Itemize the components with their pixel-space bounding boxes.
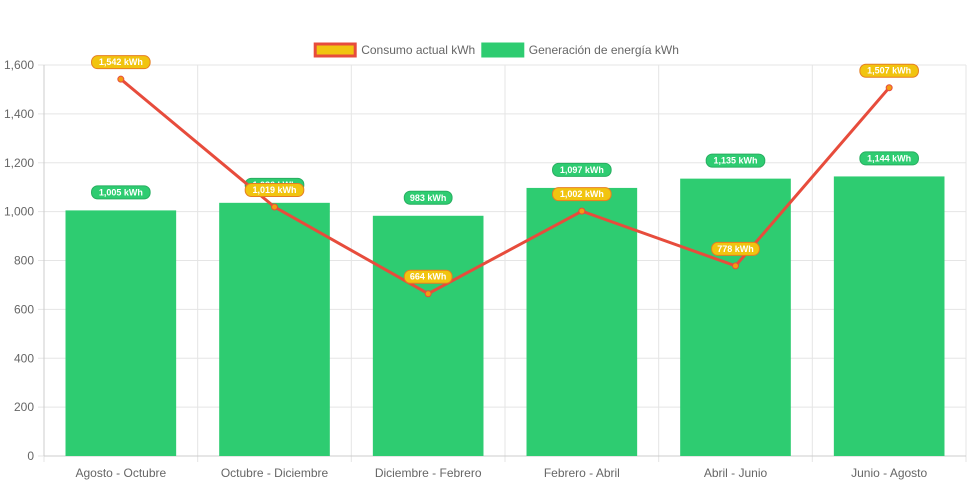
data-label-text: 983 kWh [410,193,447,203]
line-point[interactable] [117,75,125,83]
line-data-label: 1,507 kWh [859,63,919,78]
data-label-bg [552,162,612,177]
y-tick-label: 1,600 [4,58,34,72]
y-tick-label: 0 [27,449,34,463]
data-label-text: 1,507 kWh [867,66,911,76]
x-tick-label: Abril - Junio [704,466,768,480]
data-label-bg [403,269,453,284]
data-label-text: 664 kWh [410,272,447,282]
x-tick-label: Febrero - Abril [544,466,620,480]
data-label-text: 1,144 kWh [867,153,911,163]
y-tick-label: 400 [14,351,34,365]
x-tick-label: Agosto - Octubre [75,466,166,480]
data-label-text: 1,542 kWh [99,57,143,67]
data-label-bg [859,151,919,166]
legend-swatch [313,42,357,58]
bar-data-label: 1,144 kWh [859,151,919,166]
bar[interactable] [219,202,330,456]
line-point[interactable] [732,262,739,270]
bar[interactable] [833,176,945,456]
data-label-bg [705,153,766,168]
x-tick-label: Diciembre - Febrero [375,466,482,480]
data-label-text: 1,005 kWh [99,187,143,197]
bar-data-label: 983 kWh [403,190,453,205]
line-point[interactable] [578,207,586,215]
y-tick-label: 200 [14,400,34,414]
axes: 0 200 400 600 800 1,000 1,200 1,400 1,600 Agosto … [4,58,966,480]
bar-data-label: 1,097 kWh [552,162,612,177]
line-point[interactable] [424,290,432,298]
bar[interactable] [65,210,177,456]
line-point[interactable] [271,203,278,211]
bar[interactable] [372,215,484,456]
legend-label: Generación de energía kWh [529,43,679,57]
x-tick-label: Octubre - Diciembre [221,466,329,480]
legend-item[interactable]: Generación de energía kWh [481,42,679,58]
data-label-text: 1,002 kWh [560,189,604,199]
y-tick-label: 800 [14,254,34,268]
bar-series [65,176,945,456]
legend: Consumo actual kWh Generación de energía … [313,42,679,58]
line-data-label: 1,019 kWh [244,182,305,197]
data-label-bg [91,185,151,200]
data-label-bg [552,187,612,202]
data-label-text: 1,135 kWh [713,156,757,166]
data-label-bg [711,241,760,256]
bar-data-label: 1,005 kWh [91,185,151,200]
legend-swatch [481,42,525,58]
y-tick-label: 1,400 [4,107,34,121]
line-data-label: 1,542 kWh [91,55,151,70]
data-label-text: 1,097 kWh [560,165,604,175]
legend-label: Consumo actual kWh [361,43,475,57]
grid [38,64,967,462]
x-tick-label: Junio - Agosto [851,466,927,480]
data-label-bg [403,190,453,205]
bar-data-label: 1,135 kWh [705,153,766,168]
y-tick-label: 1,200 [4,156,34,170]
data-label-text: 778 kWh [717,244,754,254]
legend-item[interactable]: Consumo actual kWh [313,42,475,58]
y-tick-label: 600 [14,302,34,316]
data-label-bg [244,182,305,197]
line-data-labels: 1,542 kWh 1,019 kWh 664 kWh 1,002 kWh 778 kW… [91,55,919,284]
line-point[interactable] [885,84,893,92]
line-data-label: 778 kWh [711,241,760,256]
line-data-label: 664 kWh [403,269,453,284]
y-tick-label: 1,000 [4,205,34,219]
bar[interactable] [526,187,638,456]
data-label-bg [859,63,919,78]
line-data-label: 1,002 kWh [552,187,612,202]
data-label-bg [91,55,151,70]
data-label-text: 1,019 kWh [252,185,296,195]
